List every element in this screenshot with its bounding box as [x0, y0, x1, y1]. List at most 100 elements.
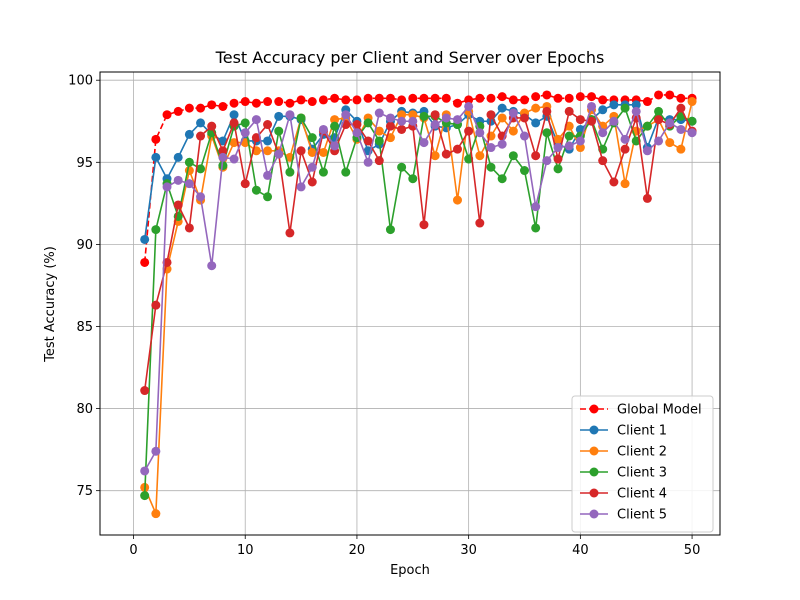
data-point-global-model — [330, 93, 340, 103]
data-point-client-5 — [508, 108, 518, 118]
data-point-client-5 — [676, 124, 686, 134]
data-point-client-4 — [207, 121, 217, 131]
data-point-client-4 — [542, 106, 552, 116]
data-point-global-model — [676, 93, 686, 103]
data-point-client-5 — [419, 138, 429, 148]
data-point-client-5 — [341, 110, 351, 120]
data-point-client-4 — [642, 193, 652, 203]
data-point-client-4 — [307, 177, 317, 187]
data-point-client-4 — [609, 177, 619, 187]
data-point-client-5 — [196, 192, 206, 202]
data-point-client-4 — [575, 115, 585, 125]
data-point-global-model — [251, 98, 261, 108]
data-point-global-model — [542, 90, 552, 100]
data-point-global-model — [207, 100, 217, 110]
data-point-client-5 — [352, 128, 362, 138]
data-point-client-3 — [140, 491, 150, 501]
data-point-client-5 — [564, 141, 574, 151]
data-point-client-3 — [263, 192, 273, 202]
data-point-global-model — [318, 95, 328, 105]
data-point-client-5 — [520, 131, 530, 141]
legend-swatch-marker — [589, 467, 599, 477]
data-point-client-5 — [385, 113, 395, 123]
x-tick-label: 20 — [349, 543, 366, 558]
data-point-client-5 — [553, 143, 563, 153]
legend-label: Client 4 — [617, 487, 667, 502]
data-point-client-3 — [564, 131, 574, 141]
data-point-client-5 — [151, 446, 161, 456]
data-point-client-5 — [609, 116, 619, 126]
data-point-global-model — [430, 93, 440, 103]
data-point-client-2 — [676, 144, 686, 154]
data-point-client-5 — [374, 108, 384, 118]
data-point-client-3 — [408, 174, 418, 184]
data-point-client-2 — [497, 113, 507, 123]
data-point-client-4 — [162, 257, 172, 267]
data-point-global-model — [307, 97, 317, 107]
data-point-client-2 — [151, 509, 161, 519]
data-point-global-model — [229, 98, 239, 108]
x-tick-label: 10 — [237, 543, 254, 558]
data-point-client-2 — [229, 138, 239, 148]
data-point-client-4 — [184, 223, 194, 233]
data-point-client-2 — [553, 134, 563, 144]
x-tick-label: 30 — [460, 543, 477, 558]
data-point-global-model — [184, 103, 194, 113]
data-point-global-model — [385, 93, 395, 103]
data-point-client-3 — [341, 167, 351, 177]
data-point-global-model — [151, 134, 161, 144]
data-point-client-5 — [430, 120, 440, 130]
data-point-client-2 — [620, 179, 630, 189]
x-axis-label: Epoch — [390, 563, 430, 578]
data-point-client-3 — [508, 151, 518, 161]
data-point-client-1 — [531, 118, 541, 128]
data-point-global-model — [218, 101, 228, 111]
data-point-client-5 — [251, 115, 261, 125]
data-point-global-model — [363, 93, 373, 103]
data-point-client-4 — [441, 149, 451, 159]
data-point-client-3 — [218, 161, 228, 171]
data-point-client-4 — [531, 151, 541, 161]
plot-frame — [99, 71, 721, 536]
series-line-client-4 — [143, 107, 693, 391]
data-point-global-model — [497, 92, 507, 102]
data-point-client-4 — [452, 144, 462, 154]
data-point-global-model — [341, 95, 351, 105]
data-point-global-model — [140, 257, 150, 267]
series-line-client-5 — [143, 105, 693, 472]
data-point-client-5 — [207, 261, 217, 271]
data-point-client-5 — [285, 110, 295, 120]
series-client-4 — [140, 103, 697, 396]
data-point-global-model — [464, 95, 474, 105]
x-tick-label: 50 — [684, 543, 701, 558]
legend-item-client-2: Client 2 — [580, 445, 667, 460]
data-point-client-3 — [318, 167, 328, 177]
data-point-client-2 — [452, 195, 462, 205]
data-point-client-5 — [642, 146, 652, 156]
data-point-client-4 — [520, 113, 530, 123]
y-tick-label: 85 — [76, 320, 93, 335]
data-point-client-3 — [240, 118, 250, 128]
data-point-client-2 — [408, 110, 418, 120]
data-point-client-4 — [620, 144, 630, 154]
legend-item-client-1: Client 1 — [580, 424, 667, 439]
data-point-client-4 — [363, 136, 373, 146]
data-point-client-3 — [184, 157, 194, 167]
data-point-client-5 — [296, 182, 306, 192]
data-point-global-model — [486, 93, 496, 103]
data-point-client-3 — [497, 174, 507, 184]
legend-swatch-marker — [589, 425, 599, 435]
data-point-client-4 — [676, 103, 686, 113]
data-point-client-2 — [307, 147, 317, 157]
data-point-client-1 — [151, 152, 161, 162]
data-point-client-3 — [196, 164, 206, 174]
data-point-client-4 — [263, 120, 273, 130]
data-point-client-4 — [397, 124, 407, 134]
data-point-client-4 — [430, 110, 440, 120]
data-point-client-5 — [330, 141, 340, 151]
data-point-client-1 — [140, 234, 150, 244]
data-point-global-model — [654, 90, 664, 100]
y-tick-label: 95 — [76, 156, 93, 171]
data-point-client-4 — [218, 146, 228, 156]
data-point-client-1 — [229, 110, 239, 120]
